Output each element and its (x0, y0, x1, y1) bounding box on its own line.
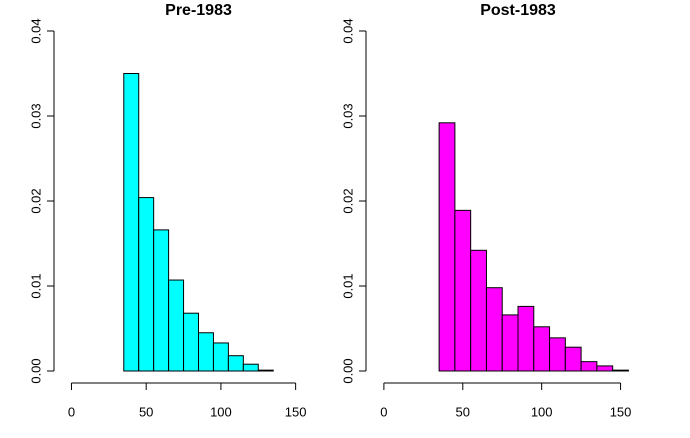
bar (198, 332, 214, 372)
y-tick-label: 0.02 (340, 188, 355, 213)
y-tick-label: 0.03 (28, 103, 43, 128)
bar (227, 355, 244, 372)
bar (257, 369, 274, 372)
bar (580, 361, 598, 372)
bar (183, 312, 200, 372)
bar (212, 342, 229, 372)
bar (564, 346, 582, 372)
x-tick-label: 50 (456, 404, 470, 419)
y-tick-label: 0.04 (340, 18, 355, 43)
bar (549, 337, 566, 372)
x-tick-label: 100 (531, 404, 553, 419)
bar (612, 369, 629, 372)
chart-title: Post-1983 (480, 2, 556, 19)
bar (517, 305, 535, 372)
y-tick-label: 0.00 (28, 358, 43, 383)
chart-title: Pre-1983 (165, 2, 232, 19)
bar (153, 229, 170, 372)
y-tick-label: 0.02 (28, 188, 43, 213)
bar (533, 326, 551, 372)
bar (485, 287, 503, 372)
y-tick-label: 0.03 (340, 103, 355, 128)
bar (454, 209, 472, 372)
bar (438, 122, 456, 372)
bar (123, 73, 140, 372)
bar (168, 279, 185, 372)
bar (501, 314, 519, 372)
x-tick-label: 100 (210, 404, 232, 419)
bar (470, 249, 487, 372)
x-tick-label: 50 (139, 404, 153, 419)
y-tick-label: 0.04 (28, 18, 43, 43)
x-tick-label: 0 (68, 404, 75, 419)
y-tick-label: 0.00 (340, 358, 355, 383)
y-tick-label: 0.01 (28, 273, 43, 298)
bar (242, 363, 259, 372)
x-tick-label: 150 (285, 404, 307, 419)
x-tick-label: 0 (380, 404, 387, 419)
y-tick-label: 0.01 (340, 273, 355, 298)
x-tick-label: 150 (610, 404, 632, 419)
bar (138, 197, 155, 372)
bar (596, 365, 614, 372)
